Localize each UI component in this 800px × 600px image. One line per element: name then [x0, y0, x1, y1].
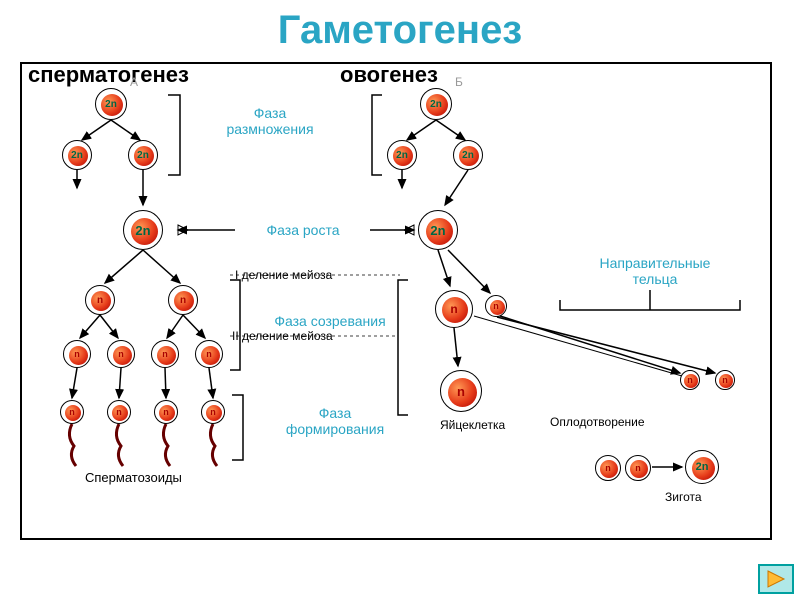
ploidy-label: 2n: [430, 99, 442, 110]
cell-s_sp1: n: [60, 400, 84, 424]
cell-o_pb2: n: [715, 370, 735, 390]
ploidy-label: n: [457, 384, 465, 399]
ploidy-label: n: [97, 295, 103, 306]
ploidy-label: 2n: [71, 150, 83, 161]
meiosis-1-label: I деление мейоза: [235, 268, 332, 282]
cell-s_sp3: n: [154, 400, 178, 424]
ploidy-label: n: [687, 375, 693, 385]
ploidy-label: 2n: [105, 99, 117, 110]
cell-s_sp4: n: [201, 400, 225, 424]
ploidy-label: n: [162, 349, 168, 359]
zygote-label: Зигота: [665, 490, 702, 504]
cell-o_l1b: 2n: [453, 140, 483, 170]
cell-o_fz2: n: [625, 455, 651, 481]
cell-s_m2b: n: [107, 340, 135, 368]
hint-b: Б: [455, 75, 463, 89]
next-button[interactable]: [758, 564, 794, 594]
cell-o_zyg: 2n: [685, 450, 719, 484]
ploidy-label: n: [635, 463, 641, 473]
cell-s_m1b: n: [168, 285, 198, 315]
polar-bodies-label: Направительные тельца: [575, 255, 735, 287]
cell-s_l1b: 2n: [128, 140, 158, 170]
phase-multiplication: Фаза размножения: [210, 105, 330, 137]
ploidy-label: n: [605, 463, 611, 473]
cell-o_m1b: n: [485, 295, 507, 317]
cell-o_m1a: n: [435, 290, 473, 328]
cell-o_egg: n: [440, 370, 482, 412]
cell-s_m2d: n: [195, 340, 223, 368]
ploidy-label: n: [210, 407, 216, 417]
ploidy-label: 2n: [396, 150, 408, 161]
ploidy-label: n: [163, 407, 169, 417]
cell-o_top: 2n: [420, 88, 452, 120]
ploidy-label: 2n: [430, 223, 445, 238]
diagram-frame: [20, 62, 772, 540]
phase-maturation: Фаза созревания: [265, 313, 395, 329]
cell-o_pb1: n: [680, 370, 700, 390]
phase-growth: Фаза роста: [248, 222, 358, 238]
cell-o_fz1: n: [595, 455, 621, 481]
ploidy-label: n: [206, 349, 212, 359]
ploidy-label: 2n: [137, 150, 149, 161]
sperm-label: Сперматозоиды: [85, 470, 182, 485]
ploidy-label: 2n: [135, 223, 150, 238]
meiosis-2-label: II деление мейоза: [232, 329, 333, 343]
egg-label: Яйцеклетка: [440, 418, 505, 432]
ploidy-label: n: [118, 349, 124, 359]
cell-s_sp2: n: [107, 400, 131, 424]
cell-s_l1a: 2n: [62, 140, 92, 170]
ploidy-label: n: [493, 301, 499, 311]
ploidy-label: n: [116, 407, 122, 417]
cell-s_m1a: n: [85, 285, 115, 315]
cell-s_grow: 2n: [123, 210, 163, 250]
ploidy-label: n: [450, 302, 457, 316]
ploidy-label: 2n: [462, 150, 474, 161]
ploidy-label: n: [180, 295, 186, 306]
cell-o_grow: 2n: [418, 210, 458, 250]
cell-s_m2c: n: [151, 340, 179, 368]
cell-s_top: 2n: [95, 88, 127, 120]
ploidy-label: n: [69, 407, 75, 417]
hint-a: А: [130, 75, 138, 89]
phase-formation: Фаза формирования: [275, 405, 395, 437]
cell-o_l1a: 2n: [387, 140, 417, 170]
fertilization-label: Оплодотворение: [550, 415, 645, 429]
ploidy-label: n: [722, 375, 728, 385]
next-icon: [760, 566, 792, 592]
ploidy-label: 2n: [696, 461, 709, 473]
cell-s_m2a: n: [63, 340, 91, 368]
ploidy-label: n: [74, 349, 80, 359]
main-title: Гаметогенез: [0, 8, 800, 53]
